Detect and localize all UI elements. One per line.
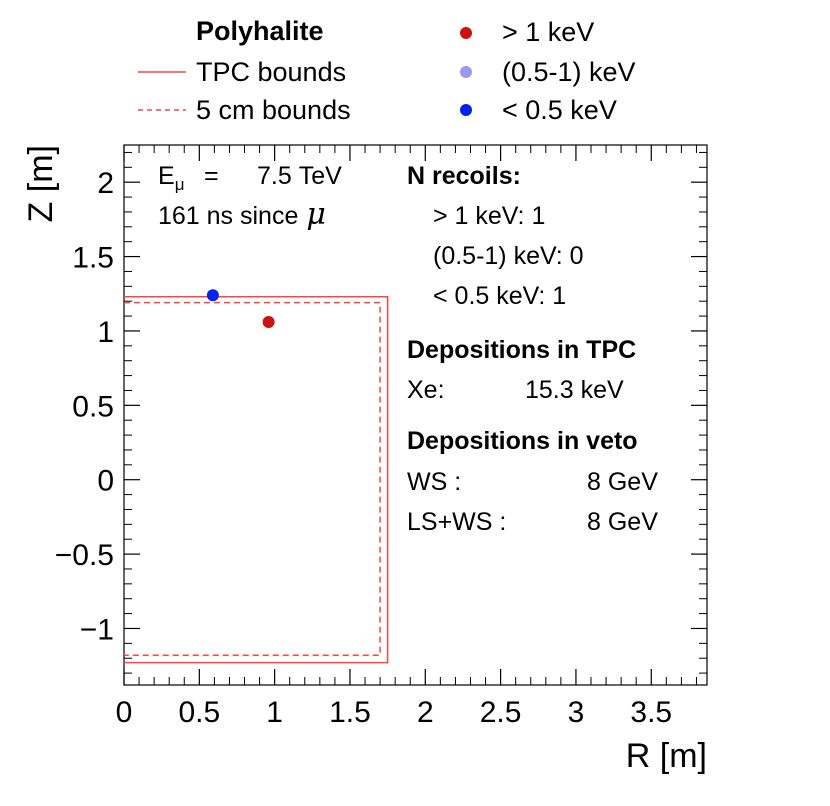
time-line: 161 ns since μ (158, 197, 326, 232)
tpc-bounds-line (124, 295, 389, 664)
x-tick-label: 0 (116, 696, 133, 729)
veto-ws-value: 8 GeV (587, 468, 658, 496)
tpc-depositions-title: Depositions in TPC (407, 336, 636, 364)
y-tick-label: 2 (97, 167, 114, 200)
veto-ws-label: WS : (407, 468, 461, 496)
recoils-low: < 0.5 keV: 1 (433, 282, 566, 310)
y-tick-label: −0.5 (55, 539, 114, 572)
x-tick-label: 3 (568, 696, 585, 729)
legend-title: Polyhalite (196, 16, 324, 46)
axis-ticks (123, 145, 707, 685)
legend-marker-mid (460, 66, 472, 78)
y-tick-label: −1 (80, 613, 114, 646)
legend-low-label: < 0.5 keV (502, 95, 617, 125)
legend-marker-high (460, 27, 472, 39)
x-tick-label: 1 (266, 696, 283, 729)
legend-tpc-label: TPC bounds (196, 57, 346, 87)
tpc-xe-value: 15.3 keV (525, 376, 624, 404)
y-tick-label: 0 (97, 465, 114, 498)
x-tick-label: 2 (417, 696, 434, 729)
time-text: 161 ns since (158, 202, 298, 230)
energy-subscript: μ (175, 175, 185, 194)
x-tick-label: 2.5 (480, 696, 522, 729)
recoils-mid: (0.5-1) keV: 0 (433, 242, 584, 270)
y-tick-label: 1.5 (72, 242, 114, 275)
five-cm-bounds-line (124, 301, 381, 656)
x-tick-label: 1.5 (329, 696, 371, 729)
y-tick-label: 0.5 (72, 390, 114, 423)
x-tick-label: 3.5 (630, 696, 672, 729)
recoils-high: > 1 keV: 1 (433, 202, 545, 230)
tpc-xe-label: Xe: (407, 376, 445, 404)
axis-tick-labels: 0 0.5 1 1.5 2 2.5 3 3.5 −1 −0.5 0 0.5 1 1.5 2 (55, 167, 672, 729)
energy-line: Eμ = 7.5 TeV (158, 162, 342, 194)
recoil-point (206, 289, 219, 302)
energy-label: E (158, 162, 175, 190)
veto-lsws-label: LS+WS : (407, 508, 506, 536)
legend-marker-low (460, 104, 472, 116)
x-tick-label: 0.5 (178, 696, 220, 729)
y-tick-label: 1 (97, 316, 114, 349)
veto-lsws-value: 8 GeV (587, 508, 658, 536)
legend-high-label: > 1 keV (502, 17, 594, 47)
detector-bounds (124, 295, 389, 664)
recoils-title: N recoils: (407, 162, 521, 190)
energy-equals: = (204, 162, 219, 190)
legend: Polyhalite TPC bounds 5 cm bounds > 1 ke… (138, 16, 636, 125)
plot-frame (123, 144, 708, 686)
mu-symbol: μ (306, 197, 326, 232)
event-info: Eμ = 7.5 TeV 161 ns since μ N recoils: > 1 … (158, 162, 658, 536)
veto-depositions-title: Depositions in veto (407, 427, 638, 455)
y-axis-title: Z [m] (22, 145, 60, 222)
recoil-point (262, 316, 275, 329)
legend-mid-label: (0.5-1) keV (502, 57, 636, 87)
x-axis-title: R [m] (626, 737, 707, 775)
recoil-points (206, 289, 275, 329)
energy-value: 7.5 TeV (257, 162, 342, 190)
legend-5cm-label: 5 cm bounds (196, 95, 351, 125)
